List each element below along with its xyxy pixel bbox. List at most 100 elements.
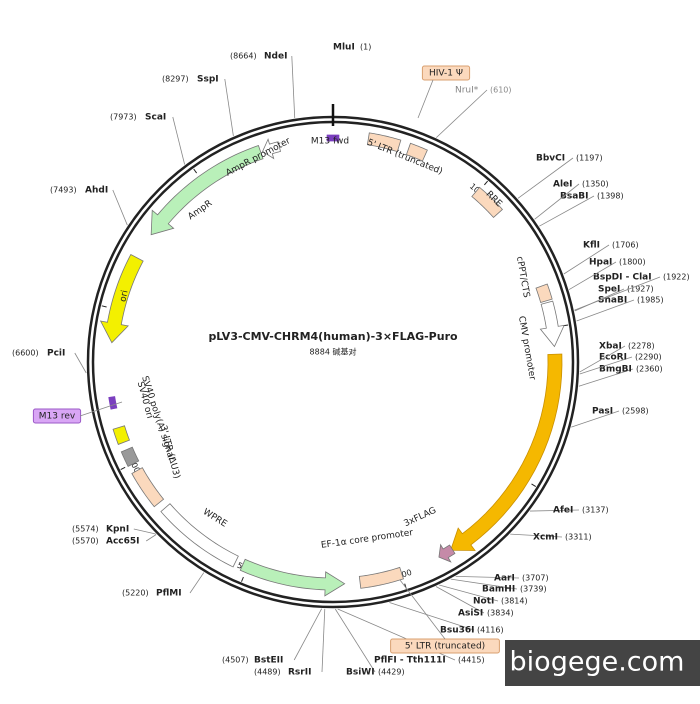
watermark: biogege.com — [510, 647, 685, 678]
site-position: (7493) — [50, 186, 77, 195]
feature-shape — [108, 396, 118, 410]
site-leader — [189, 572, 205, 594]
site-leader — [334, 608, 376, 673]
feature-label: EF-1α core promoter — [320, 528, 414, 551]
site-name: BsaBI — [560, 192, 589, 202]
site-leader — [112, 189, 128, 226]
site-position: (1197) — [576, 154, 603, 163]
site-position: (6600) — [12, 349, 39, 358]
tick — [193, 168, 198, 174]
site-name: BbvCI — [536, 154, 565, 164]
site-position: (3739) — [520, 585, 547, 594]
feature-shape — [366, 132, 402, 153]
feature-label: M13 fwd — [311, 137, 349, 147]
site-leader — [455, 575, 520, 579]
feature-shape — [150, 144, 264, 236]
feature-shape — [539, 300, 565, 348]
site-name: EcoRI — [599, 353, 627, 363]
site-name: BspDI - ClaI — [593, 273, 652, 283]
site-position: (2598) — [622, 407, 649, 416]
feature-label: AmpR — [186, 199, 214, 223]
site-leader — [450, 578, 518, 590]
watermark-box — [505, 640, 700, 686]
site-position: (7973) — [110, 113, 137, 122]
site-name: PasI — [592, 407, 613, 417]
site-position: (1985) — [637, 296, 664, 305]
feature-shape — [438, 543, 456, 563]
feature-shape — [262, 138, 281, 160]
backbone-inner — [91, 120, 575, 604]
site-name: AsiSI — [458, 609, 483, 619]
site-name: KpnI — [106, 525, 129, 535]
site-position: (3707) — [522, 574, 549, 583]
site-leader — [576, 299, 635, 322]
site-position: (2360) — [636, 365, 663, 374]
site-leader — [539, 195, 595, 227]
site-position: (8297) — [162, 75, 189, 84]
site-name: XcmI — [533, 533, 558, 543]
plasmid-title: pLV3-CMV-CHRM4(human)-3×FLAG-Puro — [208, 330, 458, 343]
feature-shape — [99, 253, 144, 344]
site-position: (4507) — [222, 656, 249, 665]
site-name: KflI — [583, 241, 600, 251]
tick — [531, 483, 537, 488]
feature-tag — [421, 65, 471, 81]
site-name: NotI — [473, 597, 494, 607]
feature-shape — [160, 503, 239, 568]
site-leader — [439, 584, 499, 602]
site-name: AhdI — [85, 186, 108, 196]
feature-shape — [120, 446, 140, 467]
site-position: (4116) — [477, 626, 504, 635]
feature-label: 5' LTR (truncated) — [405, 642, 485, 652]
site-name: BamHI — [482, 585, 515, 595]
feature-leader — [399, 579, 446, 640]
site-name: PflMI — [156, 589, 182, 599]
site-leader — [529, 509, 580, 512]
site-position: (8664) — [230, 52, 257, 61]
site-position: (4489) — [254, 668, 281, 677]
site-position: (1927) — [627, 285, 654, 294]
feature-label: HIV-1 Ψ — [429, 69, 463, 79]
site-position: (2290) — [635, 353, 662, 362]
tick — [241, 576, 244, 582]
site-leader — [563, 244, 610, 275]
site-name: MluI — [333, 43, 355, 53]
site-position: (5220) — [122, 589, 149, 598]
site-name: PflFI - Tth111I — [374, 656, 446, 666]
feature-label: M13 rev — [39, 412, 76, 422]
site-position: (1350) — [582, 180, 609, 189]
site-position: (2278) — [628, 342, 655, 351]
site-leader — [574, 288, 625, 312]
site-leader — [568, 261, 617, 290]
feature-shape — [535, 283, 553, 303]
feature-shape — [239, 558, 346, 597]
feature-label: 3xFLAG — [402, 506, 437, 530]
tick — [101, 305, 107, 308]
site-name: AleI — [553, 180, 573, 190]
backbone-outer — [86, 115, 580, 609]
site-name: RsrII — [288, 668, 311, 678]
site-leader — [321, 608, 326, 673]
site-position: (3137) — [582, 506, 609, 515]
site-name: NdeI — [264, 52, 287, 62]
site-name: SpeI — [598, 285, 620, 295]
feature-label: ori — [118, 289, 130, 303]
feature-shape — [112, 425, 130, 445]
site-position: (1922) — [663, 273, 690, 282]
feature-shape — [358, 566, 404, 589]
site-position: (1800) — [619, 258, 646, 267]
site-leader — [571, 410, 620, 428]
feature-shape — [131, 467, 165, 508]
site-name: AfeI — [553, 506, 573, 516]
site-leader — [133, 528, 156, 535]
site-name: PciI — [47, 349, 65, 359]
plasmid-size: 8884 碱基对 — [310, 347, 357, 357]
site-leader — [74, 352, 87, 374]
site-leader — [578, 368, 634, 387]
site-position: (5574) — [72, 525, 99, 534]
site-name: Bsu36I — [440, 626, 475, 636]
site-leader — [534, 183, 580, 220]
site-leader — [293, 608, 323, 661]
site-leader — [517, 157, 574, 199]
